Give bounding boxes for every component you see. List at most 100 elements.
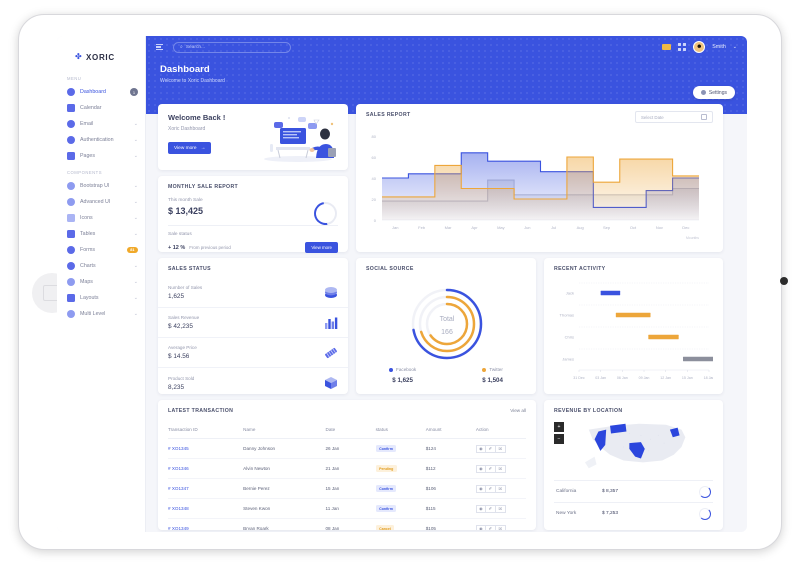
delete-icon[interactable]: ☒ (495, 444, 506, 453)
search-input[interactable]: ⌕ Search... (173, 41, 291, 53)
edit-icon[interactable]: ✐ (485, 464, 496, 473)
brand-logo[interactable]: ✤ XORIC (57, 44, 145, 70)
sidebar-item-tables[interactable]: Tables ⌄ (57, 226, 145, 242)
action-buttons: ◉ ✐ ☒ (475, 444, 526, 453)
latest-transaction-card: LATEST TRANSACTION View all Transaction … (158, 400, 536, 530)
key-icon (67, 136, 75, 144)
svg-text:Feb: Feb (418, 225, 426, 230)
legend-label: Twitter (489, 367, 503, 372)
svg-text:James: James (562, 357, 574, 362)
state-texas[interactable] (629, 442, 645, 459)
status-badge: Pending (375, 465, 397, 472)
state-california[interactable] (594, 429, 607, 451)
row-label: Average Price (168, 345, 197, 350)
form-icon (67, 246, 75, 254)
sidebar-item-layouts[interactable]: Layouts ⌄ (57, 290, 145, 306)
chevron-down-icon: ⌄ (133, 121, 138, 127)
usa-map[interactable] (576, 418, 702, 474)
sidebar-item-label: Tables (80, 231, 96, 237)
sidebar-item-email[interactable]: Email ⌄ (57, 116, 145, 132)
menu-toggle-icon[interactable] (156, 43, 165, 51)
bootstrap-icon (67, 182, 75, 190)
chevron-down-icon: ⌄ (133, 263, 138, 269)
stack-icon (325, 286, 337, 298)
sidebar-item-dashboard[interactable]: Dashboard 1 (57, 84, 145, 100)
power-button[interactable] (780, 277, 788, 285)
cell-transaction-id: # XO1347 (168, 478, 244, 499)
sidebar-item-maps[interactable]: Maps ⌄ (57, 274, 145, 290)
cell-action: ◉ ✐ ☒ (475, 518, 526, 530)
sale-status-label: Sale status (168, 232, 192, 237)
welcome-subtitle: Xoric Dashboard (168, 126, 206, 132)
eye-icon[interactable]: ◉ (475, 444, 486, 453)
eye-icon[interactable]: ◉ (475, 464, 486, 473)
forms-badge: 81 (126, 247, 138, 253)
social-source-card: SOCIAL SOURCE Total 166 Facebook (356, 258, 536, 394)
sidebar-item-label: Icons (80, 215, 93, 221)
main-content: Welcome Back ! Xoric Dashboard View more… (146, 104, 747, 532)
map-zoom-in-button[interactable]: + (554, 422, 564, 432)
delete-icon[interactable]: ☒ (495, 524, 506, 530)
edit-icon[interactable]: ✐ (485, 444, 496, 453)
revenue-progress-donut (699, 485, 711, 498)
legend-value: $ 1,625 (392, 377, 413, 384)
transactions-body: # XO1345 Danny Johnson 26 Jan Confirm $124 ◉ ✐… (168, 438, 526, 530)
sidebar-item-pages[interactable]: Pages ⌄ (57, 148, 145, 164)
delete-icon[interactable]: ☒ (495, 504, 506, 513)
status-badge: Confirm (375, 485, 397, 492)
sidebar-item-icons[interactable]: Icons ⌄ (57, 210, 145, 226)
sidebar-item-charts[interactable]: Charts ⌄ (57, 258, 145, 274)
chevron-down-icon: ⌄ (133, 295, 138, 301)
sidebar-item-forms[interactable]: Forms 81 (57, 242, 145, 258)
eye-icon[interactable]: ◉ (475, 484, 486, 493)
table-row[interactable]: # XO1349 Bryan Roark 08 Jan Cancel $105 ◉ ✐ ☒ (168, 518, 526, 530)
sidebar-section-components: COMPONENTS (67, 170, 103, 175)
avatar[interactable]: ☻ (693, 41, 706, 53)
revenue-by-location-card: REVENUE BY LOCATION + − (544, 400, 723, 530)
map-zoom-out-button[interactable]: − (554, 433, 564, 444)
cell-date: 11 Jan (325, 498, 376, 519)
apps-grid-icon[interactable] (678, 43, 686, 51)
delete-icon[interactable]: ☒ (495, 484, 506, 493)
edit-icon[interactable]: ✐ (485, 504, 496, 513)
svg-text:03 Jan: 03 Jan (595, 376, 606, 380)
select-date-input[interactable]: Select Date (635, 111, 713, 123)
select-date-placeholder: Select Date (641, 114, 664, 120)
divider (168, 225, 338, 226)
settings-button[interactable]: Settings (692, 86, 735, 99)
sidebar-item-bootstrap-ui[interactable]: Bootstrap UI ⌄ (57, 178, 145, 194)
monthly-title: MONTHLY SALE REPORT (168, 184, 239, 190)
sales-status-row: Product Sold 8,235 (158, 368, 348, 398)
row-label: Product Sold (168, 375, 195, 381)
sidebar-item-label: Advanced UI (80, 199, 111, 205)
sidebar-item-advanced-ui[interactable]: Advanced UI ⌄ (57, 194, 145, 210)
edit-icon[interactable]: ✐ (485, 484, 496, 493)
eye-icon[interactable]: ◉ (475, 504, 486, 513)
sidebar-item-multi-level[interactable]: Multi Level ⌄ (57, 306, 145, 322)
user-name[interactable]: Smith (712, 44, 726, 50)
welcome-view-more-button[interactable]: View more → (168, 142, 212, 154)
table-row[interactable]: # XO1348 Steven Kwon 11 Jan Confirm $115 ◉ ✐ ☒ (168, 498, 526, 519)
sidebar-item-calendar[interactable]: Calendar (57, 100, 145, 116)
sidebar-item-authentication[interactable]: Authentication ⌄ (57, 132, 145, 148)
table-row[interactable]: # XO1346 Alvin Newton 21 Jan Pending $112 ◉ ✐ ☒ (168, 458, 526, 479)
table-row[interactable]: # XO1347 Bernie Perez 15 Jan Confirm $106 ◉ ✐ ☒ (168, 478, 526, 499)
svg-text:Jul: Jul (551, 225, 556, 230)
table-row[interactable]: # XO1345 Danny Johnson 26 Jan Confirm $124 ◉ ✐… (168, 438, 526, 459)
eye-icon[interactable]: ◉ (475, 524, 486, 530)
chevron-down-icon[interactable]: ⌄ (732, 44, 737, 50)
view-all-link[interactable]: View all (510, 408, 526, 413)
row-value: $ 14.56 (168, 353, 190, 360)
advanced-icon (67, 198, 75, 206)
edit-icon[interactable]: ✐ (485, 524, 496, 530)
sidebar-item-label: Bootstrap UI (80, 183, 110, 189)
chevron-down-icon: ⌄ (133, 153, 138, 159)
th-amount: Amount (425, 423, 476, 439)
svg-text:Dec: Dec (682, 225, 689, 230)
state-washington[interactable] (610, 423, 627, 434)
language-flag-icon[interactable] (662, 44, 672, 50)
monthly-view-more-button[interactable]: View more (305, 242, 338, 253)
state-newyork[interactable] (669, 427, 680, 438)
delete-icon[interactable]: ☒ (495, 464, 506, 473)
th-transaction-id: Transaction ID (168, 423, 244, 439)
